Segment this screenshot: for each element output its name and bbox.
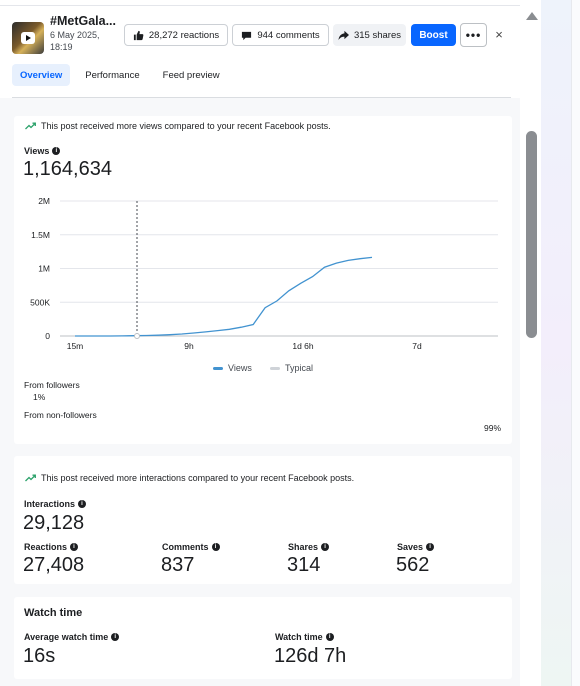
scroll-up-icon[interactable] [526,12,538,20]
comment-icon [242,31,252,40]
post-header: #MetGala... 6 May 2025, 18:19 28,272 rea… [0,6,520,98]
post-thumbnail[interactable] [12,22,44,54]
views-value: 1,164,634 [23,158,112,180]
from-nonfollowers-label: From non-followers [24,410,97,420]
reactions-count: 28,272 reactions [148,29,220,41]
info-icon[interactable]: i [325,633,334,641]
views-insight: This post received more views compared t… [25,121,331,131]
post-insights-panel: #MetGala... 6 May 2025, 18:19 28,272 rea… [0,0,520,679]
watch-time-card: Watch time Average watch time i 16s Watc… [14,597,512,679]
views-label-text: Views [24,146,50,156]
chart-x-axis: 15m 9h 1d 6h 7d [67,341,422,351]
comments-label: Comments i [162,542,220,552]
thumbs-up-icon [133,30,144,40]
header-divider [12,97,511,98]
saves-label: Saves i [397,542,435,552]
post-date-day: 6 May 2025, [50,30,100,40]
trend-up-icon [25,474,36,482]
interactions-label-text: Interactions [24,499,76,509]
y-tick-label: 1M [38,264,50,274]
top-edge [0,0,520,6]
interactions-value: 29,128 [23,512,85,534]
total-watch-time-value: 126d 7h [274,645,347,667]
tab-feed-preview[interactable]: Feed preview [162,69,220,81]
x-tick-label: 15m [67,341,84,351]
legend-typical: Typical [270,363,313,373]
tab-overview[interactable]: Overview [12,64,71,86]
tab-performance[interactable]: Performance [85,69,140,81]
background-page [541,0,580,686]
scrollbar-track[interactable] [520,0,541,686]
info-icon[interactable]: i [70,543,79,551]
saves-label-text: Saves [397,542,424,552]
info-icon[interactable]: i [111,633,120,641]
views-chart: 0 500K 1M 1.5M 2M 15m 9h 1d 6h 7d [30,196,498,351]
interactions-insight: This post received more interactions com… [25,473,354,483]
shares-count: 315 shares [353,29,401,41]
post-date: 6 May 2025, 18:19 [50,29,120,53]
post-title: #MetGala... [50,14,116,28]
comments-value: 837 [161,554,195,576]
total-watch-time-label-text: Watch time [275,632,323,642]
more-options-icon[interactable]: ••• [460,23,487,47]
trend-up-icon [25,122,36,130]
interactions-label: Interactions i [24,499,87,509]
video-play-icon [21,32,35,44]
x-tick-label: 9h [184,341,194,351]
info-icon[interactable]: i [52,147,61,155]
share-arrow-icon [338,30,349,40]
scrollbar-thumb[interactable] [526,131,537,338]
views-card: This post received more views compared t… [14,116,512,444]
y-tick-label: 500K [30,297,50,307]
post-date-time: 18:19 [50,42,73,52]
legend-typical-label: Typical [285,363,314,373]
comments-label-text: Comments [162,542,209,552]
shares-label: Shares i [288,542,330,552]
y-tick-label: 1.5M [31,230,50,240]
boost-button[interactable]: Boost [411,24,456,46]
close-icon[interactable]: × [495,27,503,42]
y-tick-label: 0 [45,331,50,341]
views-series-line [75,256,373,337]
info-icon[interactable]: i [78,500,87,508]
comments-count: 944 comments [257,29,320,41]
views-label: Views i [24,146,61,156]
avg-watch-time-label-text: Average watch time [24,632,109,642]
y-tick-label: 2M [38,196,50,206]
shares-button[interactable]: 315 shares [333,24,406,46]
reactions-value: 27,408 [23,554,85,576]
from-followers-label: From followers [24,380,80,390]
reactions-button[interactable]: 28,272 reactions [124,24,228,46]
reactions-label-text: Reactions [24,542,68,552]
legend-typical-swatch [270,366,280,370]
chart-grid [60,200,498,337]
from-nonfollowers-value: 99% [484,423,502,433]
info-icon[interactable]: i [321,543,330,551]
chart-y-axis: 0 500K 1M 1.5M 2M [30,196,50,341]
saves-value: 562 [396,554,430,576]
interactions-card: This post received more interactions com… [14,456,512,584]
shares-label-text: Shares [288,542,319,552]
avg-watch-time-value: 16s [23,645,56,667]
legend-views: Views [213,363,252,373]
watch-time-title: Watch time [24,607,83,619]
interactions-insight-text: This post received more interactions com… [41,473,355,483]
shares-value: 314 [287,554,321,576]
tab-bar: Overview Performance Feed preview [12,64,228,86]
avg-watch-time-label: Average watch time i [24,632,120,642]
info-icon[interactable]: i [211,543,220,551]
legend-views-label: Views [228,363,252,373]
legend-views-swatch [213,366,223,370]
views-insight-text: This post received more views compared t… [41,121,331,131]
x-tick-label: 7d [412,341,422,351]
info-icon[interactable]: i [426,543,435,551]
chart-marker-point [134,333,140,339]
from-followers-value: 1% [33,392,46,402]
background-edge [571,0,580,686]
x-tick-label: 1d 6h [292,341,314,351]
comments-button[interactable]: 944 comments [232,24,329,46]
reactions-label: Reactions i [24,542,79,552]
total-watch-time-label: Watch time i [275,632,334,642]
